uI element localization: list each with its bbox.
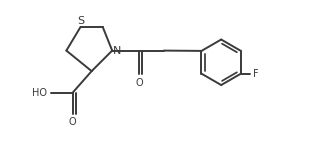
Text: S: S (77, 16, 84, 26)
Text: HO: HO (32, 88, 47, 98)
Text: N: N (113, 46, 121, 56)
Text: F: F (252, 69, 258, 79)
Text: O: O (68, 117, 76, 127)
Text: O: O (135, 77, 143, 87)
